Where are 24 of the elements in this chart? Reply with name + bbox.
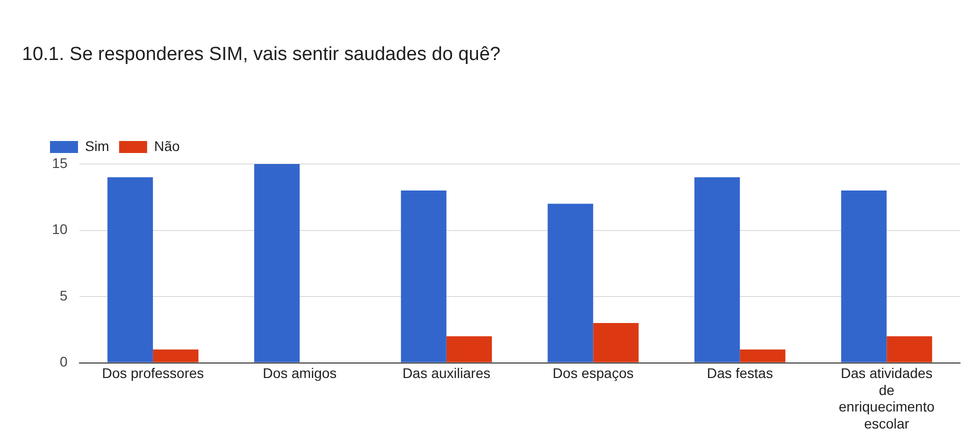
bar xyxy=(152,350,198,362)
x-tick-label: Dos professores xyxy=(102,365,204,382)
bar xyxy=(886,336,932,362)
bar xyxy=(400,190,446,362)
bar xyxy=(694,177,740,362)
y-tick-label: 10 xyxy=(52,221,68,238)
x-tick-label: Dos amigos xyxy=(262,365,337,382)
legend-label: Não xyxy=(154,138,180,154)
bar xyxy=(446,336,492,362)
y-tick-label: 15 xyxy=(52,154,68,171)
x-tick-label: Das festas xyxy=(706,365,773,382)
bar xyxy=(593,323,639,362)
x-tick-label: Das auxiliares xyxy=(402,365,490,382)
bar xyxy=(548,204,594,362)
bar xyxy=(740,350,786,362)
legend-label: Sim xyxy=(85,138,110,154)
chart-title: 10.1. Se responderes SIM, vais sentir saudades do quê? xyxy=(22,44,500,66)
y-tick-label: 5 xyxy=(60,287,68,304)
y-tick-label: 0 xyxy=(60,354,68,370)
bar xyxy=(841,190,887,362)
bar xyxy=(254,164,300,362)
bar xyxy=(107,177,153,362)
x-tick-label: Dos espaços xyxy=(552,365,634,382)
x-tick-label: Das atividades de enriquecimento escolar xyxy=(838,365,935,432)
